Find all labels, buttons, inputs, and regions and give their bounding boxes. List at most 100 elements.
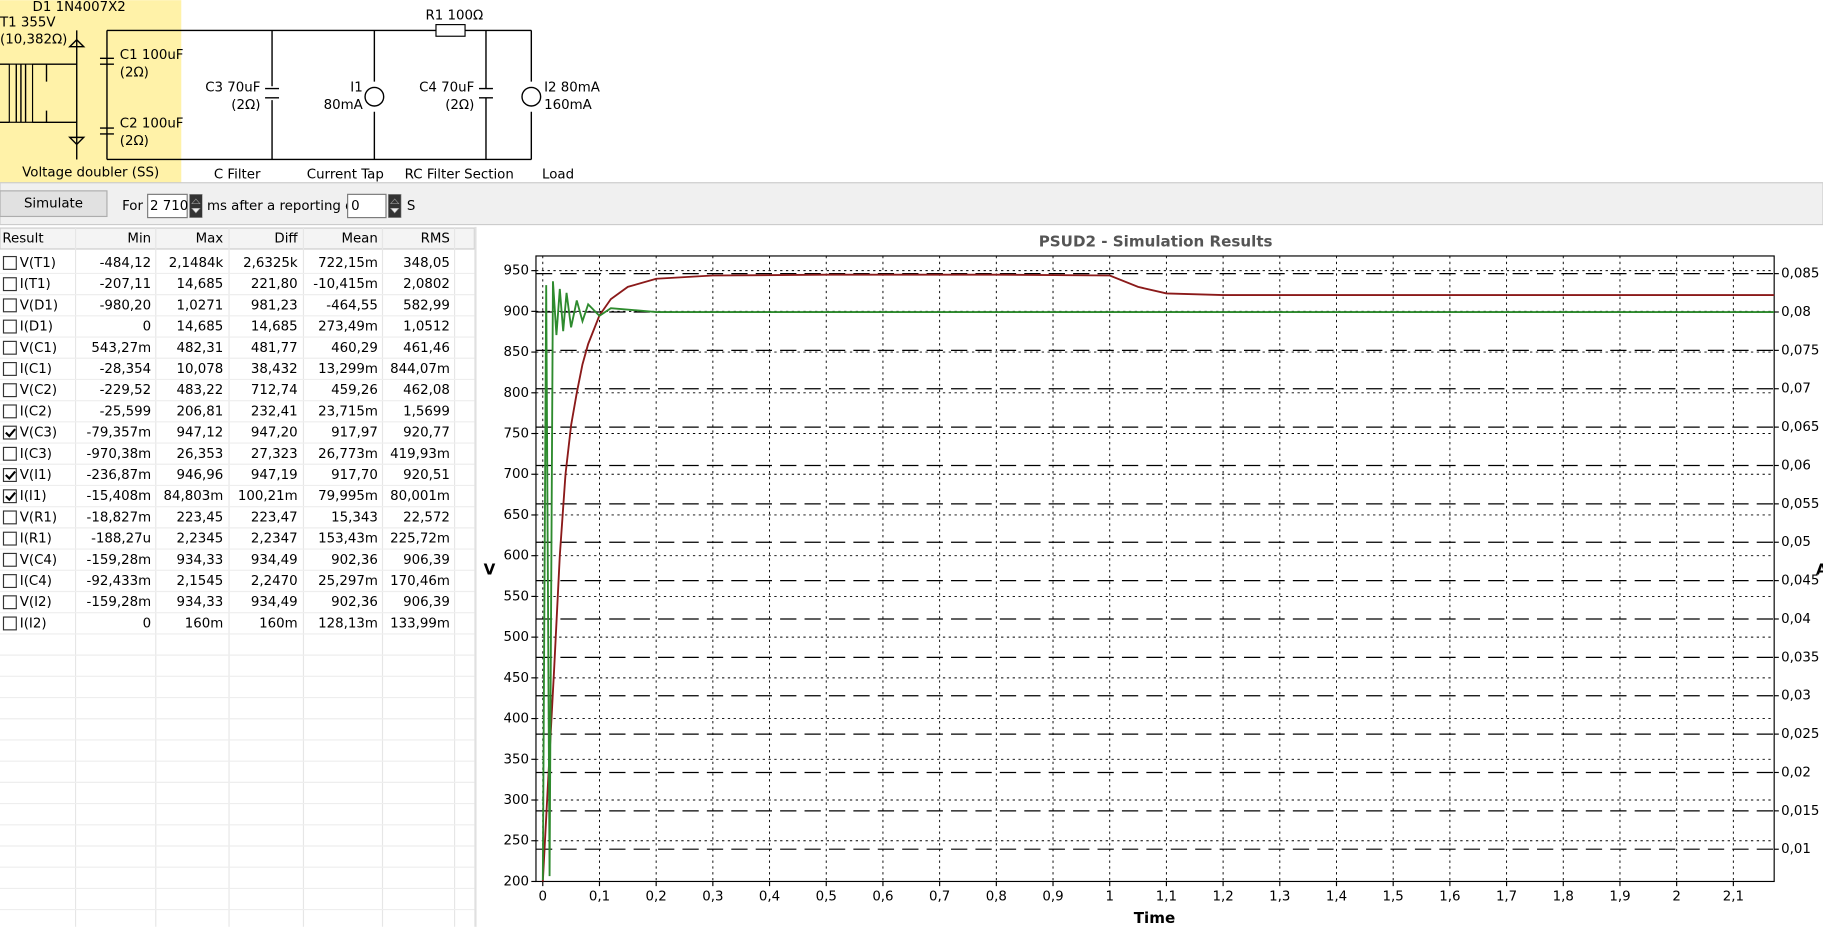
checkbox[interactable]: [2, 446, 17, 461]
table-cell: 906,39: [403, 553, 450, 568]
table-cell: 10,078: [176, 362, 223, 377]
checkbox[interactable]: [2, 552, 17, 567]
spinner[interactable]: [388, 194, 402, 218]
table-cell: 947,20: [251, 426, 298, 441]
column-header: Max: [196, 232, 224, 247]
checkbox[interactable]: [2, 425, 17, 440]
checkbox[interactable]: [2, 468, 17, 482]
table-cell: 2,2345: [176, 532, 223, 547]
table-cell: 206,81: [176, 404, 223, 419]
table-cell: V(R1): [20, 510, 57, 525]
y-tick-label: 950: [503, 264, 529, 279]
y-tick-label: 650: [503, 508, 529, 523]
table-cell: 79,995m: [318, 489, 378, 504]
column-header: RMS: [421, 232, 450, 247]
table-cell: 2,6325k: [243, 256, 298, 271]
checkbox[interactable]: [2, 319, 17, 334]
table-cell: I(C4): [20, 574, 52, 589]
table-cell: 543,27m: [91, 341, 151, 356]
table-cell: 947,12: [176, 426, 223, 441]
table-cell: I(I1): [20, 489, 47, 504]
checkbox[interactable]: [2, 340, 17, 355]
table-cell: -159,28m: [87, 553, 152, 568]
checkbox[interactable]: [2, 574, 17, 589]
label: C Filter: [214, 168, 261, 183]
label: Current Tap: [307, 168, 384, 183]
x-tick-label: 0,8: [986, 890, 1007, 905]
checkbox[interactable]: [2, 595, 17, 610]
table-cell: I(T1): [20, 277, 51, 292]
y2-tick-label: 0,01: [1781, 842, 1811, 857]
x-tick-label: 0,7: [929, 890, 950, 905]
table-cell: 920,77: [403, 426, 450, 441]
y-tick-label: 700: [503, 467, 529, 482]
table-cell: 2,2470: [251, 574, 298, 589]
table-cell: -79,357m: [87, 426, 152, 441]
table-cell: -970,38m: [87, 447, 152, 462]
checkbox[interactable]: [2, 531, 17, 546]
label: (2Ω): [445, 98, 474, 113]
chart: PSUD2 - Simulation Results Time V A 0 0,1 0,2 0…: [476, 226, 1823, 927]
label: C2 100uF: [120, 116, 184, 131]
checkbox[interactable]: [2, 362, 17, 376]
input-value: 0: [351, 199, 360, 214]
table-cell: I(D1): [20, 320, 53, 335]
results-table: Result Min Max Diff Mean RMS V(T1) -484,12 2,148…: [0, 226, 475, 927]
y2-axis-label: A: [1816, 560, 1823, 578]
series-line: [541, 281, 1775, 880]
checkbox[interactable]: [2, 255, 17, 270]
label: Load: [542, 168, 574, 183]
toolbar: Simulate For 2 710 ms after a reporting …: [0, 182, 1823, 226]
table-cell: 461,46: [403, 341, 450, 356]
table-cell: I(I2): [20, 616, 47, 631]
table-cell: 482,31: [176, 341, 223, 356]
checkbox[interactable]: [2, 277, 17, 292]
label: I1: [350, 80, 362, 95]
x-axis-label: Time: [1134, 909, 1175, 927]
delay-input[interactable]: [347, 193, 387, 219]
label: C4 70uF: [419, 80, 474, 95]
y2-tick-label: 0,08: [1781, 305, 1811, 320]
table-cell: 1,5699: [403, 404, 450, 419]
table-cell: 906,39: [403, 595, 450, 610]
table-cell: -980,20: [100, 298, 152, 313]
label: ms after a reporting dela: [207, 199, 374, 214]
checkbox[interactable]: [2, 510, 17, 525]
label: I2 80mA: [544, 80, 601, 95]
table-cell: 1,0512: [403, 320, 450, 335]
table-cell: -207,11: [100, 277, 152, 292]
table-cell: 483,22: [176, 383, 223, 398]
checkbox[interactable]: [2, 298, 17, 313]
y2-tick-label: 0,025: [1781, 727, 1819, 742]
x-tick-label: 0,5: [816, 890, 837, 905]
checkbox[interactable]: [2, 616, 17, 631]
y2-tick-label: 0,05: [1781, 535, 1811, 550]
table-cell: 917,70: [331, 468, 378, 483]
simulate-button[interactable]: [0, 190, 108, 218]
input-value: 2 710: [150, 199, 188, 214]
spinner[interactable]: [189, 194, 203, 218]
table-cell: 934,33: [176, 595, 223, 610]
table-cell: 934,33: [176, 553, 223, 568]
y-tick-label: 550: [503, 589, 529, 604]
table-cell: 25,297m: [318, 574, 378, 589]
checkbox[interactable]: [2, 404, 17, 419]
table-cell: I(R1): [20, 532, 52, 547]
y-tick-label: 450: [503, 671, 529, 686]
table-cell: 14,685: [251, 320, 298, 335]
checkbox[interactable]: [2, 489, 17, 504]
label: C3 70uF: [205, 80, 260, 95]
table-cell: -229,52: [100, 383, 152, 398]
duration-input[interactable]: [147, 193, 188, 219]
table-cell: 15,343: [331, 510, 378, 525]
table-cell: 14,685: [176, 277, 223, 292]
y-tick-label: 300: [503, 793, 529, 808]
x-tick-label: 1,8: [1553, 890, 1574, 905]
button-label: Simulate: [24, 197, 83, 212]
table-cell: 232,41: [251, 404, 298, 419]
table-cell: 902,36: [331, 595, 378, 610]
table-cell: -188,27u: [91, 532, 151, 547]
table-cell: 170,46m: [390, 574, 450, 589]
table-header: [0, 227, 475, 250]
checkbox[interactable]: [2, 383, 17, 398]
